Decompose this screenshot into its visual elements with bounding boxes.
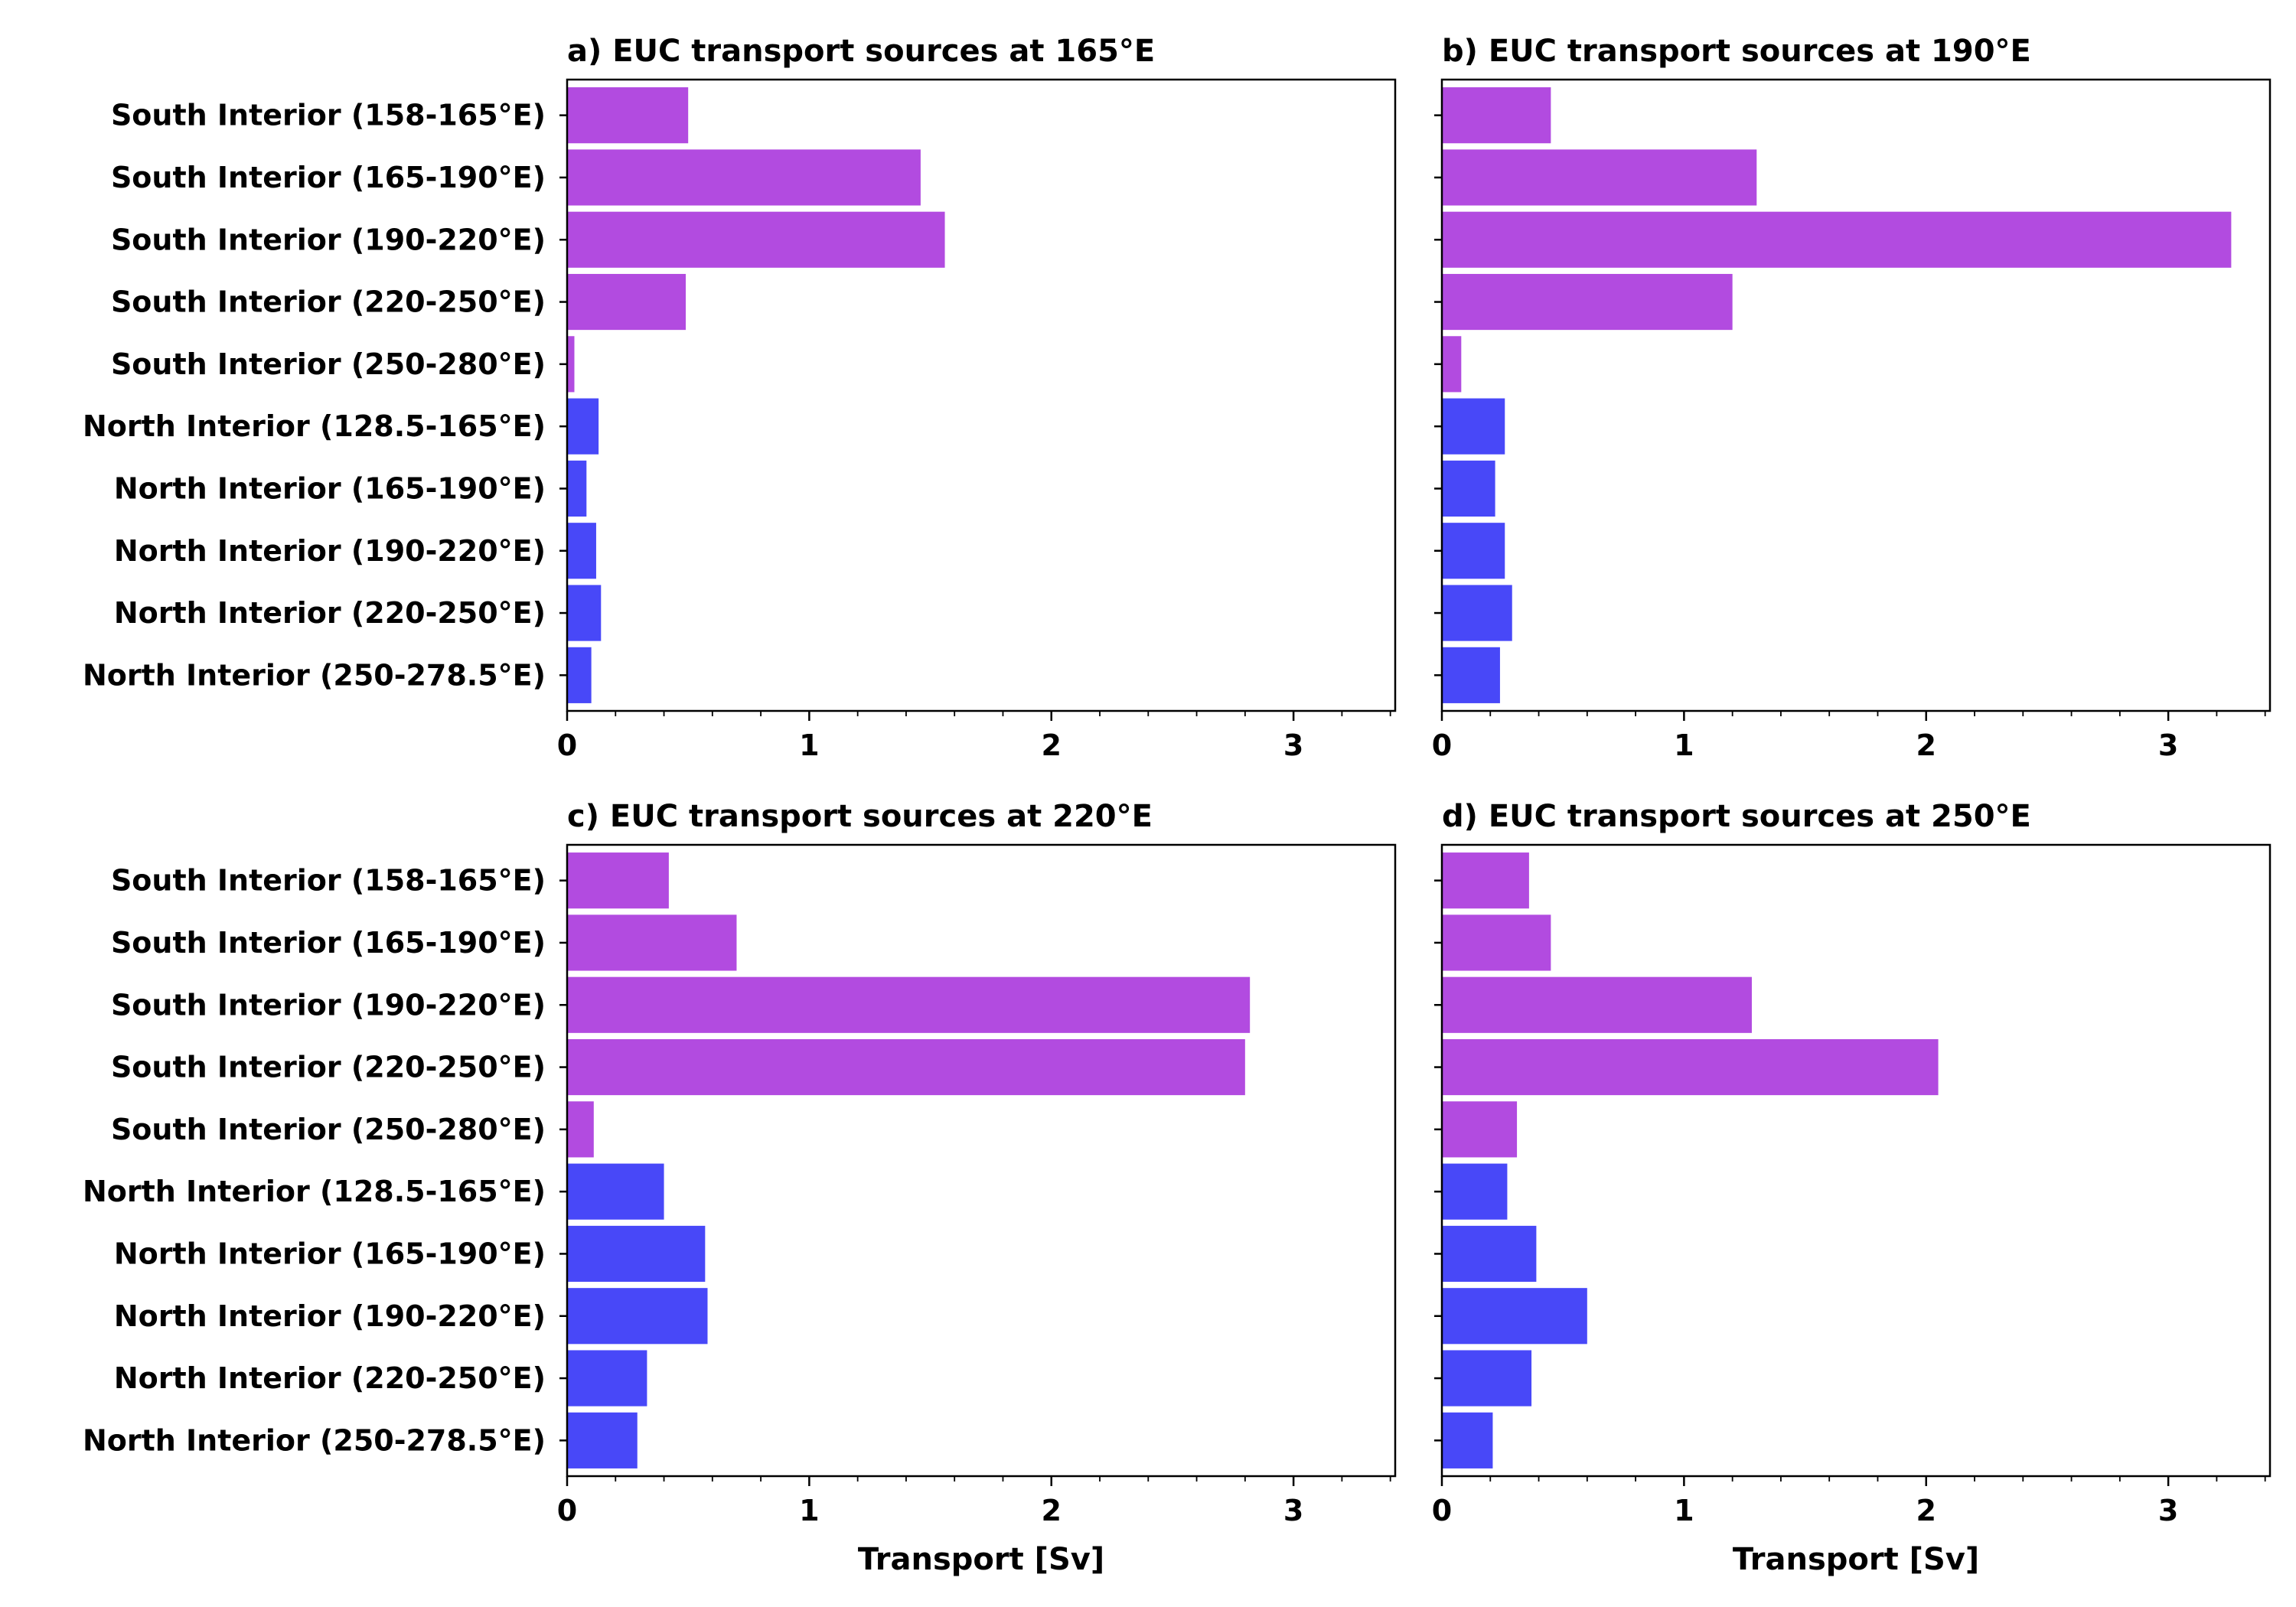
ytick-label: North Interior (250-278.5°E) <box>83 1423 546 1457</box>
bar-north-8 <box>1442 585 1512 641</box>
panel-title: d) EUC transport sources at 250°E <box>1442 799 2031 834</box>
bar-south-2 <box>1442 211 2232 268</box>
panel-1: b) EUC transport sources at 190°E 0 1 2 3 <box>1432 34 2272 762</box>
xtick-label: 2 <box>1042 1494 1062 1527</box>
bar-north-6 <box>1442 1225 1537 1283</box>
ytick-label: South Interior (165-190°E) <box>111 161 546 194</box>
panel-3: d) EUC transport sources at 250°E 0 1 2 3 Tra… <box>1432 799 2272 1577</box>
panel-2: c) EUC transport sources at 220°E South I… <box>83 799 1397 1577</box>
bar-south-3 <box>567 1038 1245 1096</box>
bar-north-6 <box>567 460 587 517</box>
panel-title: b) EUC transport sources at 190°E <box>1442 34 2031 69</box>
xtick-label: 3 <box>1283 1494 1303 1527</box>
panel-0: a) EUC transport sources at 165°E South I… <box>83 34 1397 762</box>
xtick-label: 0 <box>557 1494 577 1527</box>
bar-north-5 <box>567 1163 664 1220</box>
axes-frame <box>1440 78 2272 712</box>
xtick-label: 1 <box>799 729 819 762</box>
ytick-label: South Interior (158-165°E) <box>111 864 546 898</box>
ytick-label: South Interior (165-190°E) <box>111 926 546 960</box>
bar-south-2 <box>567 976 1251 1033</box>
panel-title: a) EUC transport sources at 165°E <box>567 34 1155 69</box>
ytick-label: North Interior (165-190°E) <box>114 471 546 505</box>
ytick-label: North Interior (128.5-165°E) <box>83 1175 546 1208</box>
bar-south-1 <box>1442 914 1551 971</box>
bar-north-5 <box>1442 398 1505 455</box>
x-axis-label: Transport [Sv] <box>1733 1542 1979 1577</box>
bar-north-7 <box>567 523 596 579</box>
bar-north-5 <box>1442 1163 1508 1220</box>
x-axis-label: Transport [Sv] <box>858 1542 1104 1577</box>
ytick-label: North Interior (190-220°E) <box>114 1299 546 1333</box>
ytick-label: North Interior (128.5-165°E) <box>83 409 546 443</box>
bar-south-0 <box>567 852 669 909</box>
xtick-label: 3 <box>1283 729 1303 762</box>
xtick-label: 2 <box>1042 729 1062 762</box>
bar-north-7 <box>1442 523 1505 579</box>
bar-north-9 <box>567 647 592 703</box>
bar-north-9 <box>1442 647 1500 703</box>
bar-south-0 <box>567 87 689 144</box>
bar-north-7 <box>567 1288 708 1345</box>
bar-south-3 <box>567 273 687 331</box>
bar-south-0 <box>1442 852 1529 909</box>
bar-south-2 <box>1442 976 1752 1033</box>
ytick-label: North Interior (220-250°E) <box>114 1361 546 1395</box>
ytick-label: South Interior (250-280°E) <box>111 347 546 381</box>
axes-frame <box>1440 843 2272 1478</box>
axes-frame <box>566 843 1397 1478</box>
ytick-label: North Interior (250-278.5°E) <box>83 658 546 692</box>
bar-north-8 <box>567 1350 647 1407</box>
ytick-label: South Interior (220-250°E) <box>111 285 546 319</box>
bar-north-9 <box>567 1412 638 1468</box>
bar-south-3 <box>1442 1038 1939 1096</box>
bar-north-8 <box>1442 1350 1532 1407</box>
xtick-label: 1 <box>1674 1494 1694 1527</box>
bar-south-1 <box>1442 149 1757 206</box>
bar-south-4 <box>567 336 575 393</box>
xtick-label: 0 <box>1432 729 1452 762</box>
bar-south-4 <box>567 1101 594 1158</box>
xtick-label: 2 <box>1916 1494 1936 1527</box>
bar-north-8 <box>567 585 602 641</box>
bar-south-2 <box>567 211 945 268</box>
bar-north-9 <box>1442 1412 1493 1468</box>
panel-title: c) EUC transport sources at 220°E <box>567 799 1153 834</box>
ytick-label: North Interior (165-190°E) <box>114 1237 546 1270</box>
xtick-label: 3 <box>2158 729 2178 762</box>
ytick-label: South Interior (158-165°E) <box>111 99 546 132</box>
xtick-label: 0 <box>1432 1494 1452 1527</box>
xtick-label: 3 <box>2158 1494 2178 1527</box>
bar-south-1 <box>567 914 737 971</box>
bar-north-6 <box>567 1225 706 1283</box>
ytick-label: South Interior (190-220°E) <box>111 223 546 256</box>
ytick-label: North Interior (220-250°E) <box>114 596 546 630</box>
xtick-label: 1 <box>799 1494 819 1527</box>
xtick-label: 1 <box>1674 729 1694 762</box>
bar-south-0 <box>1442 87 1551 144</box>
bar-south-1 <box>567 149 921 206</box>
bar-north-6 <box>1442 460 1495 517</box>
ytick-label: South Interior (220-250°E) <box>111 1051 546 1084</box>
ytick-label: South Interior (190-220°E) <box>111 988 546 1022</box>
ytick-label: North Interior (190-220°E) <box>114 534 546 568</box>
ytick-label: South Interior (250-280°E) <box>111 1113 546 1146</box>
bar-south-3 <box>1442 273 1733 331</box>
xtick-label: 0 <box>557 729 577 762</box>
axes-frame <box>566 78 1397 712</box>
bar-south-4 <box>1442 336 1462 393</box>
bar-south-4 <box>1442 1101 1518 1158</box>
bar-north-5 <box>567 398 599 455</box>
bar-north-7 <box>1442 1288 1587 1345</box>
xtick-label: 2 <box>1916 729 1936 762</box>
